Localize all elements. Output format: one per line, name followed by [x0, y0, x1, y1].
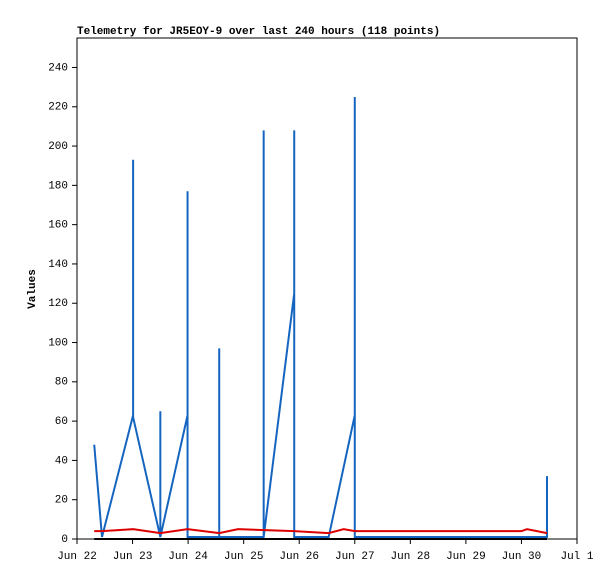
- series-line: [94, 528, 548, 535]
- y-tick-label: 80: [55, 377, 68, 389]
- chart-title: Telemetry for JR5EOY-9 over last 240 hou…: [77, 26, 440, 38]
- y-tick-label: 40: [55, 455, 68, 467]
- y-tick-label: 100: [48, 337, 68, 349]
- y-tick-label: 0: [61, 534, 68, 546]
- y-tick-label: 20: [55, 495, 68, 507]
- y-tick-label: 220: [48, 102, 68, 114]
- y-axis-label: Values: [27, 269, 39, 309]
- y-tick-label: 60: [55, 416, 68, 428]
- y-tick-label: 240: [48, 62, 68, 74]
- x-tick-label: Jun 27: [335, 551, 375, 563]
- x-tick-label: Jun 23: [113, 551, 153, 563]
- y-tick-label: 140: [48, 259, 68, 271]
- y-tick-label: 180: [48, 180, 68, 192]
- x-tick-label: Jun 22: [57, 551, 97, 563]
- series-line: [93, 96, 548, 539]
- x-tick-label: Jun 26: [279, 551, 319, 563]
- x-tick-label: Jun 28: [391, 551, 431, 563]
- x-tick-label: Jun 25: [224, 551, 264, 563]
- x-tick-label: Jun 30: [502, 551, 542, 563]
- y-tick-label: 160: [48, 220, 68, 232]
- plot-frame: [76, 37, 578, 540]
- x-tick-label: Jun 29: [446, 551, 486, 563]
- x-tick-label: Jul 1: [560, 551, 593, 563]
- y-tick-label: 120: [48, 298, 68, 310]
- y-tick-label: 200: [48, 141, 68, 153]
- x-tick-label: Jun 24: [168, 551, 208, 563]
